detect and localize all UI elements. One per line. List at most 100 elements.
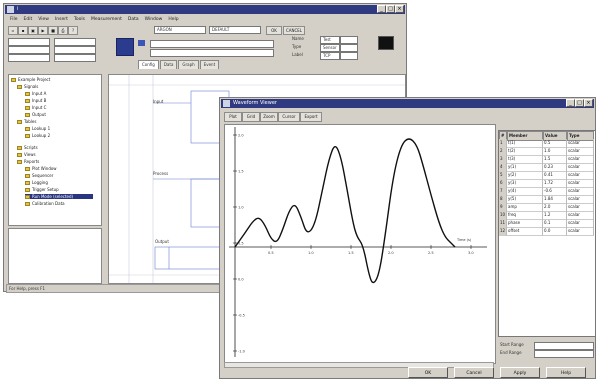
close-icon[interactable]: × bbox=[395, 5, 404, 13]
table-cell[interactable]: scalar bbox=[567, 147, 594, 156]
table-cell[interactable]: 2.0 bbox=[543, 203, 567, 212]
table-header-value[interactable]: Value bbox=[543, 131, 567, 141]
table-header-member[interactable]: Member bbox=[507, 131, 543, 141]
toolbar-print-button[interactable]: ⎙ bbox=[58, 26, 68, 35]
table-cell[interactable]: t(1) bbox=[507, 139, 543, 148]
help-button[interactable]: Help bbox=[546, 367, 586, 378]
tab-data[interactable]: Data bbox=[159, 60, 178, 69]
tree-item-selected[interactable]: Run Mode (selected) bbox=[25, 194, 93, 199]
tree-item[interactable]: Example Project bbox=[11, 77, 50, 82]
menu-data[interactable]: Data bbox=[127, 17, 139, 22]
table-row-index[interactable]: 12 bbox=[499, 227, 507, 236]
table-cell[interactable]: amp bbox=[507, 203, 543, 212]
tab-config[interactable]: Config bbox=[138, 60, 159, 69]
toolbar-combo-left[interactable]: ARGON bbox=[154, 26, 206, 34]
table-cell[interactable]: scalar bbox=[567, 187, 594, 196]
tree-item[interactable]: Sequencer bbox=[25, 173, 53, 178]
option-field-3[interactable] bbox=[340, 52, 358, 60]
table-cell[interactable]: 0.0 bbox=[543, 227, 567, 236]
apply-button[interactable]: Apply bbox=[500, 367, 540, 378]
toolbar-run-button[interactable]: ▶ bbox=[38, 26, 48, 35]
table-cell[interactable]: t(3) bbox=[507, 155, 543, 164]
table-cell[interactable]: 1.2 bbox=[543, 211, 567, 220]
table-cell[interactable]: offset bbox=[507, 227, 543, 236]
config-long-field-2[interactable] bbox=[150, 49, 274, 57]
minimize-icon[interactable]: _ bbox=[377, 5, 386, 13]
toolbar-new-button[interactable]: ▫ bbox=[8, 26, 18, 35]
minimize-icon[interactable]: _ bbox=[566, 99, 575, 107]
tree-item[interactable]: Signals bbox=[17, 84, 38, 89]
tree-item[interactable]: Lookup 1 bbox=[25, 126, 50, 131]
config-long-field[interactable] bbox=[150, 40, 274, 48]
table-cell[interactable]: freq bbox=[507, 211, 543, 220]
close-icon[interactable]: × bbox=[584, 99, 593, 107]
toolbar-plot-button[interactable]: Plot bbox=[224, 112, 242, 122]
tree-item[interactable]: Logging bbox=[25, 180, 48, 185]
table-cell[interactable]: y(5) bbox=[507, 195, 543, 204]
table-cell[interactable]: 1.5 bbox=[543, 155, 567, 164]
tree-item[interactable]: Lookup 2 bbox=[25, 133, 50, 138]
tree-item[interactable]: Plot Window bbox=[25, 166, 57, 171]
name-field[interactable]: Test bbox=[320, 36, 340, 44]
menu-measurement[interactable]: Measurement bbox=[90, 17, 122, 22]
tab-event[interactable]: Event bbox=[199, 60, 220, 69]
menu-file[interactable]: File bbox=[10, 17, 18, 22]
tree-item[interactable]: Tables bbox=[17, 119, 36, 124]
menu-window[interactable]: Window bbox=[144, 17, 163, 22]
table-cell[interactable]: 0.1 bbox=[543, 219, 567, 228]
property-field-6[interactable] bbox=[54, 54, 96, 62]
table-cell[interactable]: 1.84 bbox=[543, 195, 567, 204]
table-cell[interactable]: 0.5 bbox=[543, 139, 567, 148]
property-field-1[interactable] bbox=[8, 38, 50, 46]
option-field-1[interactable] bbox=[340, 36, 358, 44]
tab-graph[interactable]: Graph bbox=[178, 60, 199, 69]
table-cell[interactable]: scalar bbox=[567, 219, 594, 228]
project-tree[interactable]: Example Project Signals Input A Input B … bbox=[8, 74, 102, 226]
property-field-5[interactable] bbox=[54, 46, 96, 54]
menu-insert[interactable]: Insert bbox=[54, 17, 68, 22]
label-field[interactable]: TCP bbox=[320, 52, 340, 60]
menu-edit[interactable]: Edit bbox=[23, 17, 33, 22]
toolbar-cursor-button[interactable]: Cursor bbox=[278, 112, 300, 122]
toolbar-open-button[interactable]: ▪ bbox=[18, 26, 28, 35]
tree-item[interactable]: Reports bbox=[17, 159, 39, 164]
table-cell[interactable]: y(1) bbox=[507, 163, 543, 172]
toolbar-cancel-button[interactable]: CANCEL bbox=[283, 26, 305, 35]
tree-item[interactable]: Scripts bbox=[17, 145, 38, 150]
table-cell[interactable]: y(2) bbox=[507, 171, 543, 180]
tree-item[interactable]: Trigger Setup bbox=[25, 187, 59, 192]
table-cell[interactable]: 1.72 bbox=[543, 179, 567, 188]
menu-view[interactable]: View bbox=[38, 17, 49, 22]
table-header-type[interactable]: Type bbox=[567, 131, 594, 141]
table-cell[interactable]: scalar bbox=[567, 179, 594, 188]
member-table[interactable]: # Member Value Type 1 t(1) 0.5 scalar 2 t(2) 1… bbox=[498, 130, 596, 337]
table-cell[interactable]: scalar bbox=[567, 211, 594, 220]
tree-item[interactable]: Input A bbox=[25, 91, 46, 96]
maximize-icon[interactable]: □ bbox=[386, 5, 395, 13]
tree-item[interactable]: Calibration Data bbox=[25, 201, 65, 206]
table-cell[interactable]: 1.0 bbox=[543, 147, 567, 156]
toolbar-help-button[interactable]: ? bbox=[68, 26, 78, 35]
tree-item[interactable]: Views bbox=[17, 152, 36, 157]
toolbar-grid-button[interactable]: Grid bbox=[242, 112, 260, 122]
table-cell[interactable]: scalar bbox=[567, 155, 594, 164]
toolbar-combo-right[interactable]: DEFAULT bbox=[209, 26, 261, 34]
maximize-icon[interactable]: □ bbox=[575, 99, 584, 107]
ok-button[interactable]: OK bbox=[408, 367, 448, 378]
tree-item[interactable]: Input B bbox=[25, 98, 46, 103]
table-cell[interactable]: scalar bbox=[567, 195, 594, 204]
toolbar-save-button[interactable]: ▣ bbox=[28, 26, 38, 35]
menu-help[interactable]: Help bbox=[168, 17, 179, 22]
table-cell[interactable]: phase bbox=[507, 219, 543, 228]
tree-item[interactable]: Input C bbox=[25, 105, 46, 110]
end-range-field[interactable] bbox=[534, 350, 594, 358]
property-field-3[interactable] bbox=[8, 54, 50, 62]
property-field-2[interactable] bbox=[8, 46, 50, 54]
horizontal-scrollbar[interactable] bbox=[224, 362, 494, 368]
table-cell[interactable]: t(2) bbox=[507, 147, 543, 156]
table-cell[interactable]: scalar bbox=[567, 163, 594, 172]
option-field-2[interactable] bbox=[340, 44, 358, 52]
toolbar-zoom-button[interactable]: Zoom bbox=[260, 112, 278, 122]
property-field-4[interactable] bbox=[54, 38, 96, 46]
table-cell[interactable]: 0.23 bbox=[543, 163, 567, 172]
